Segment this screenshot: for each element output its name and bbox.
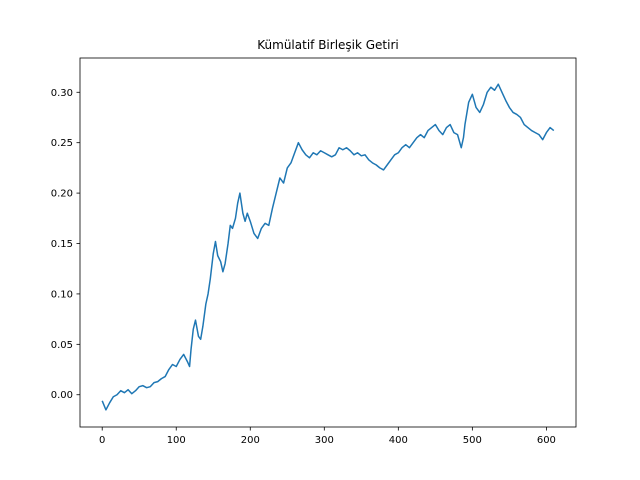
series-line-0 xyxy=(101,83,555,411)
y-tick-label: 0.00 xyxy=(51,390,73,401)
y-tick-label: 0.10 xyxy=(51,289,73,300)
x-tick-label: 300 xyxy=(315,435,334,446)
x-tick-label: 400 xyxy=(389,435,408,446)
axes xyxy=(79,57,577,428)
x-tick-label: 0 xyxy=(99,435,105,446)
x-tick-label: 100 xyxy=(167,435,186,446)
axes-frame xyxy=(79,57,577,428)
x-tick-label: 200 xyxy=(241,435,260,446)
x-tick-label: 600 xyxy=(537,435,556,446)
x-axis: 0 100 200 300 400 500 600 xyxy=(99,427,556,446)
chart-title: Kümülatif Birleşik Getiri xyxy=(257,38,399,52)
series-layer xyxy=(101,83,555,411)
y-tick-label: 0.25 xyxy=(51,138,73,149)
y-tick-label: 0.30 xyxy=(51,88,73,99)
x-tick-label: 500 xyxy=(463,435,482,446)
y-tick-label: 0.20 xyxy=(51,189,73,200)
y-tick-label: 0.05 xyxy=(51,340,73,351)
y-tick-label: 0.15 xyxy=(51,239,73,250)
y-axis: 0.00 0.05 0.10 0.15 0.20 0.25 0.30 xyxy=(51,88,80,401)
